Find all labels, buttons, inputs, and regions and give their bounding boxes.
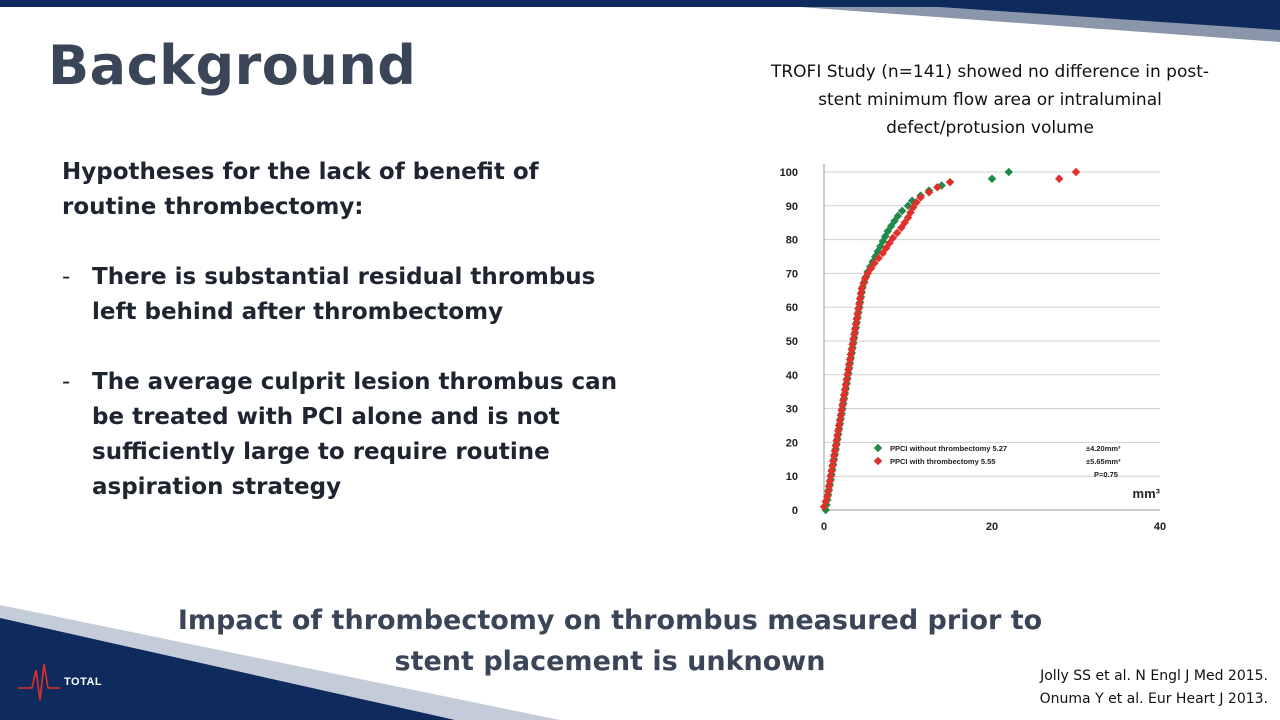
x-tick-label: 0 [821,521,827,533]
ecg-logo-icon [18,663,60,701]
data-point [916,193,925,202]
data-point [924,188,934,197]
y-tick-label: 60 [786,302,798,314]
data-point [945,177,955,187]
hypotheses-list: - There is substantial residual thrombus … [62,260,632,505]
data-point [892,228,902,238]
hypothesis-item: - There is substantial residual thrombus … [62,260,632,330]
legend-stat: ±5.65mm³ [1086,457,1121,466]
chart-axes [823,164,1160,511]
hypotheses-heading: Hypotheses for the lack of benefit of ro… [62,159,539,220]
x-tick-label: 40 [1154,521,1166,533]
data-point [912,198,921,207]
data-point [1071,167,1081,177]
legend-p-value: P=0.75 [1094,470,1118,479]
data-point [893,211,903,221]
impact-statement: Impact of thrombectomy on thrombus measu… [177,605,1043,677]
x-tick-label: 20 [986,521,998,533]
top-right-wedge-dark [940,7,1280,30]
chart-tick-labels: 0 10 20 30 40 50 60 70 80 90 100 0 20 40 [780,167,1166,533]
data-point [987,174,997,184]
top-bar [0,0,1280,7]
logo-text: TOTAL [64,676,103,688]
chart-legend: PPCI without thrombectomy 5.27 ±4.20mm³ PP… [873,443,1121,479]
hypothesis-text: The average culprit lesion thrombus can … [92,369,618,500]
legend-marker [873,443,883,453]
data-point [874,253,883,263]
bullet-dash: - [62,264,71,290]
data-point [933,182,942,192]
hypothesis-text: There is substantial residual thrombus l… [92,264,596,325]
bullet-dash: - [62,369,71,395]
data-point [1054,174,1064,184]
legend-label: PPCI with thrombectomy 5.55 [890,457,995,466]
reference-line: Onuma Y et al. Eur Heart J 2013. [1039,691,1268,707]
data-point [1004,167,1014,177]
y-tick-label: 30 [786,404,798,416]
legend-label: PPCI without thrombectomy 5.27 [890,444,1007,453]
legend-marker [873,456,883,466]
chart-points [819,167,1081,515]
y-tick-label: 100 [780,167,798,179]
y-tick-label: 50 [786,336,798,348]
y-tick-label: 90 [786,201,798,213]
bottom-left-wedge-dark [0,618,455,720]
x-axis-label: mm³ [1133,486,1161,501]
hypotheses-block: Hypotheses for the lack of benefit of ro… [62,155,632,540]
slide-title: Background [48,34,417,97]
hypothesis-item: - The average culprit lesion thrombus can… [62,365,632,505]
y-tick-label: 40 [786,370,798,382]
references: Jolly SS et al. N Engl J Med 2015. Onuma… [1040,665,1268,711]
legend-stat: ±4.20mm³ [1086,444,1121,453]
y-tick-label: 10 [786,471,798,483]
cumulative-volume-chart: 0 10 20 30 40 50 60 70 80 90 100 0 20 40 PPCI without… [780,164,1166,533]
reference-line: Jolly SS et al. N Engl J Med 2015. [1040,668,1268,684]
chart-grid [824,171,1160,511]
chart-caption: TROFI Study (n=141) showed no difference… [770,62,1210,138]
data-point [870,259,879,268]
y-tick-label: 20 [786,437,798,449]
y-tick-label: 70 [786,268,798,280]
y-tick-label: 0 [792,505,798,517]
y-tick-label: 80 [786,235,798,247]
